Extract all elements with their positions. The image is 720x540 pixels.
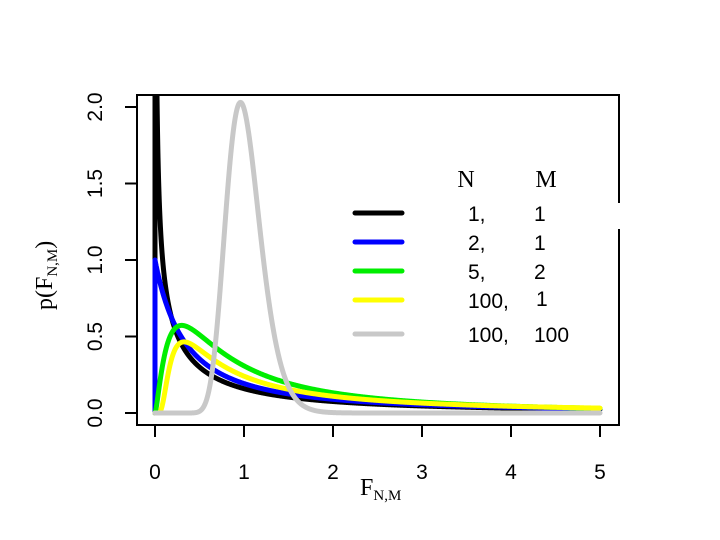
y-tick-label: 0.0 (84, 398, 107, 427)
y-axis: 0.0 0.5 1.0 1.5 2.0 (84, 92, 138, 428)
legend-label-m: 1 (534, 232, 546, 255)
legend-header-m: M (535, 167, 556, 193)
y-tick-label: 0.5 (84, 322, 107, 351)
y-axis-title: p(FN,M) (32, 241, 61, 310)
x-tick-label: 1 (238, 461, 250, 484)
legend-label-m: 1 (536, 288, 548, 311)
legend-label-n: 100, (468, 324, 509, 347)
x-tick-label: 5 (594, 461, 606, 484)
x-tick-label: 4 (505, 461, 517, 484)
frame-gap (604, 203, 624, 229)
legend-header-n: N (457, 167, 474, 193)
x-tick-label: 2 (327, 461, 339, 484)
legend-label-m: 100 (534, 324, 569, 347)
legend: N M 1, 1 2, 1 5, 2 100, 1 100, 100 (352, 167, 569, 347)
y-tick-label: 2.0 (84, 92, 107, 121)
legend-label-n: 5, (468, 261, 486, 284)
legend-label-n: 100, (468, 290, 509, 313)
legend-label-n: 1, (468, 203, 486, 226)
legend-label-n: 2, (468, 232, 486, 255)
legend-label-m: 1 (534, 203, 546, 226)
series-line-5 (152, 99, 603, 416)
y-tick-label: 1.0 (84, 245, 107, 274)
y-tick-label: 1.5 (84, 169, 107, 198)
x-axis: 0 1 2 3 4 5 (149, 424, 606, 484)
x-axis-title: FN,M (360, 475, 401, 504)
series-line-4 (152, 339, 603, 416)
series-curves (152, 95, 603, 416)
x-tick-label: 3 (416, 461, 428, 484)
legend-label-m: 2 (534, 261, 546, 284)
x-tick-label: 0 (149, 461, 161, 484)
